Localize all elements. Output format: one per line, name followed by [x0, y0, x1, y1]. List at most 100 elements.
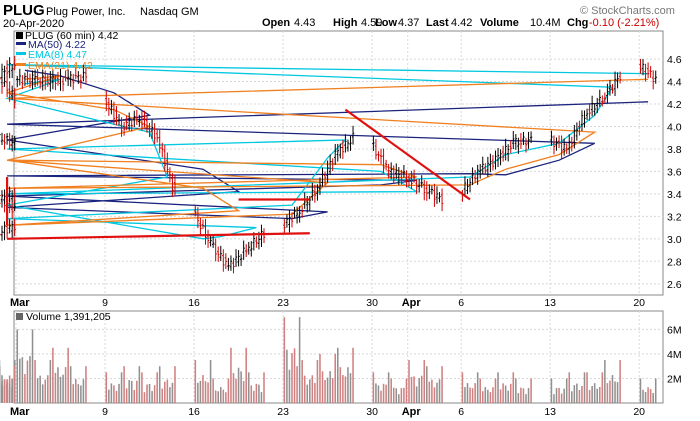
ohlc-bar [10, 190, 14, 203]
volume-bar [105, 372, 108, 403]
ohlc-bar [10, 220, 14, 239]
volume-bar [466, 383, 469, 403]
ohlc-bar [8, 57, 11, 79]
ohlc-bar [466, 178, 469, 195]
ohlc-bar [608, 80, 612, 96]
ohlc-bar [568, 134, 571, 155]
ohlc-bar [8, 219, 11, 234]
ohlc-bar [405, 170, 408, 188]
volume-bar [652, 393, 654, 403]
volume-bar [342, 375, 344, 403]
volume-bar [649, 389, 652, 403]
volume-bar [148, 383, 151, 403]
ohlc-bar [326, 160, 329, 183]
volume-bar [34, 360, 36, 403]
volume-bars [0, 317, 657, 403]
ohlc-bar [374, 138, 378, 160]
volume-bar [395, 388, 398, 403]
volume-bar [583, 372, 586, 403]
volume-date-axis: Mar 9 16 23 30 Apr 6 13 20 [10, 406, 645, 418]
volume-bar [387, 372, 390, 403]
volume-bar [303, 375, 306, 403]
quote-open-label: Open [262, 17, 290, 29]
quote-volume-value: 10.4M [530, 17, 561, 29]
volume-bar [609, 380, 611, 403]
ohlc-bar [56, 71, 60, 86]
volume-bar [82, 379, 85, 403]
ohlc-bar [598, 89, 601, 107]
ohlc-bar [44, 70, 47, 90]
volume-bar [639, 378, 642, 403]
volume-bar [647, 387, 649, 403]
ohlc-bar [476, 164, 479, 185]
ohlc-bar [41, 69, 44, 91]
ohlc-bar [517, 137, 520, 154]
ohlc-bar [0, 134, 1, 136]
volume-bar [235, 378, 237, 403]
volume-bar [415, 386, 418, 403]
ohlc-bar [524, 137, 528, 153]
x-tick-label: 16 [188, 406, 200, 418]
volume-bar [222, 389, 225, 403]
ohlc-bar [168, 167, 172, 183]
ohlc-bar [430, 185, 434, 195]
price-bars [0, 56, 657, 274]
y-tick-label: 4M [667, 349, 682, 361]
ohlc-bar [135, 109, 139, 125]
ohlc-bar [125, 115, 128, 131]
volume-bar [324, 379, 326, 403]
ohlc-bar [5, 75, 9, 98]
volume-bar [558, 387, 560, 403]
ohlc-bar [0, 225, 4, 241]
ohlc-bar [339, 143, 342, 159]
volume-bar [146, 384, 148, 403]
ohlc-bar [0, 191, 4, 208]
volume-bar [344, 376, 347, 403]
volume-bar [253, 390, 255, 403]
ohlc-bar [646, 62, 650, 79]
ohlc-bar [262, 228, 266, 244]
quote-last-value: 4.42 [451, 17, 472, 29]
ohlc-bar [283, 219, 286, 234]
volume-bar [331, 378, 334, 403]
volume-bar [13, 366, 16, 403]
ohlc-bar [313, 184, 317, 203]
ohlc-bar [10, 135, 14, 152]
ohlc-bar [494, 150, 497, 170]
x-tick-label: 30 [366, 297, 378, 309]
volume-bar [309, 379, 311, 403]
volume-bar [619, 360, 621, 403]
ohlc-bar [560, 135, 563, 159]
ohlc-bar [440, 188, 444, 212]
ohlc-bar [8, 132, 11, 150]
trendline [7, 232, 310, 240]
volume-bar [283, 317, 286, 403]
ohlc-bar [344, 134, 347, 153]
volume-bar [156, 372, 158, 403]
price-axis: 2.6 2.8 3.0 3.2 3.4 3.6 3.8 4.0 4.2 4.4 4.6 [667, 54, 682, 291]
x-tick-label: 6 [458, 297, 464, 309]
volume-bar [212, 378, 214, 403]
ohlc-bar [105, 90, 108, 112]
volume-bar [301, 360, 303, 403]
y-tick-label: 4.0 [667, 121, 682, 133]
ohlc-bar [196, 207, 200, 229]
ohlc-bar [158, 129, 161, 154]
chart-date: 20-Apr-2020 [3, 18, 64, 30]
ohlc-bar [583, 110, 586, 128]
volume-bar [44, 379, 47, 403]
volume-bar [59, 376, 62, 403]
volume-bar [372, 372, 375, 403]
ohlc-bar [288, 209, 291, 233]
ohlc-bar [484, 163, 487, 175]
volume-bar [69, 366, 72, 403]
ohlc-bar [0, 195, 1, 197]
ohlc-bar [204, 218, 207, 245]
ohlc-bar [28, 73, 32, 88]
volume-bar [349, 373, 352, 403]
x-tick-label: 23 [277, 406, 289, 418]
ohlc-bar [21, 75, 24, 90]
volume-bar [171, 382, 174, 403]
ohlc-bar [387, 163, 390, 179]
volume-bar [62, 374, 64, 403]
